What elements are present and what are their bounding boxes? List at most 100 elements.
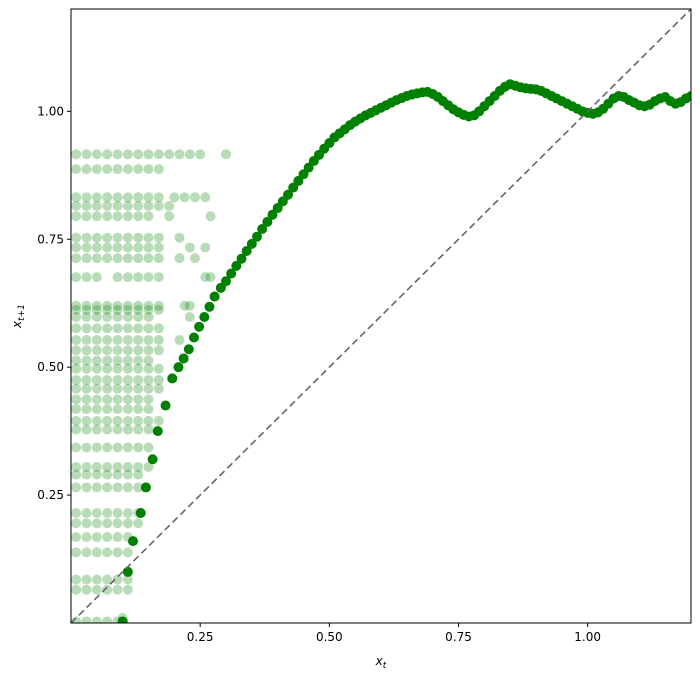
y-tick-label: 1.00: [37, 104, 64, 118]
scatter-point: [209, 291, 220, 302]
scatter-point: [112, 383, 123, 394]
scatter-point: [112, 242, 123, 253]
scatter-point: [91, 345, 102, 356]
scatter-point: [91, 507, 102, 518]
scatter-point: [128, 536, 138, 547]
scatter-point: [91, 272, 102, 283]
scatter-point: [102, 304, 113, 315]
scatter-point: [122, 149, 133, 160]
scatter-point: [112, 482, 123, 493]
scatter-point: [262, 216, 273, 227]
scatter-point: [173, 362, 184, 373]
scatter-point: [200, 192, 211, 203]
x-tick-label: 0.25: [187, 630, 214, 644]
scatter-point: [91, 253, 102, 264]
scatter-point: [102, 149, 113, 160]
scatter-point: [194, 321, 205, 332]
scatter-point: [71, 374, 82, 385]
scatter-point: [283, 189, 293, 200]
scatter-point: [71, 149, 82, 160]
y-tick-label: 0.75: [37, 232, 64, 246]
scatter-point: [143, 374, 154, 385]
scatter-point: [122, 312, 133, 323]
scatter-point: [71, 383, 82, 394]
scatter-point: [200, 242, 211, 253]
scatter-point: [81, 192, 92, 203]
y-axis-label: xt+1: [10, 304, 27, 329]
scatter-point: [178, 353, 189, 364]
scatter-point: [231, 260, 242, 271]
scatter-point: [190, 192, 200, 203]
scatter-point: [102, 469, 113, 480]
scatter-point: [91, 232, 102, 243]
scatter-point: [112, 442, 123, 453]
y-tick-label: 0.25: [37, 488, 64, 502]
scatter-point: [71, 424, 82, 435]
scatter-point: [143, 323, 154, 334]
scatter-point: [133, 482, 144, 493]
scatter-point: [91, 164, 102, 175]
scatter-point: [153, 272, 164, 283]
scatter-point: [81, 383, 92, 394]
scatter-point: [164, 211, 175, 222]
scatter-point: [112, 300, 123, 311]
scatter-point: [205, 272, 216, 283]
scatter-point: [122, 442, 133, 453]
scatter-point: [112, 461, 123, 472]
scatter-point: [143, 424, 154, 435]
scatter-point: [133, 312, 144, 323]
scatter-point: [91, 335, 102, 346]
scatter-point: [184, 149, 195, 160]
scatter-point: [71, 482, 82, 493]
scatter-point: [91, 424, 102, 435]
scatter-point: [81, 335, 92, 346]
scatter-point: [71, 584, 82, 595]
scatter-point: [122, 394, 133, 405]
scatter-point: [81, 442, 92, 453]
scatter-point: [71, 532, 82, 543]
scatter-point: [122, 415, 133, 426]
scatter-point: [133, 404, 144, 415]
scatter-point: [71, 363, 82, 374]
scatter-point: [112, 532, 123, 543]
scatter-point: [102, 616, 113, 623]
scatter-point: [153, 374, 164, 385]
scatter-point: [112, 149, 123, 160]
scatter-point: [122, 584, 133, 595]
scatter-point: [102, 345, 113, 356]
scatter-point: [91, 242, 102, 253]
scatter-point: [112, 374, 123, 385]
scatter-point: [169, 192, 180, 203]
scatter-point: [122, 482, 133, 493]
scatter-point: [122, 242, 133, 253]
scatter-point: [102, 482, 113, 493]
scatter-point: [133, 211, 144, 222]
x-axis-label: xt: [375, 654, 387, 671]
scatter-point: [91, 363, 102, 374]
scatter-point: [252, 231, 262, 242]
scatter-point: [112, 507, 123, 518]
scatter-point: [122, 345, 133, 356]
scatter-point: [143, 312, 154, 323]
scatter-point: [112, 363, 123, 374]
scatter-point: [122, 374, 133, 385]
scatter-point: [81, 461, 92, 472]
x-axis-ticks: 0.25 0.50 0.75 1.00: [187, 623, 601, 644]
scatter-point: [112, 192, 123, 203]
scatter-point: [81, 482, 92, 493]
scatter-point: [81, 394, 92, 405]
scatter-point: [81, 574, 92, 585]
scatter-point: [143, 335, 154, 346]
scatter-point: [81, 253, 92, 264]
scatter-point: [91, 482, 102, 493]
scatter-point: [91, 200, 102, 211]
scatter-point: [153, 242, 164, 253]
scatter-point: [122, 164, 133, 175]
scatter-point: [102, 424, 113, 435]
scatter-point: [71, 312, 82, 323]
scatter-point: [153, 192, 164, 203]
scatter-point: [112, 584, 123, 595]
scatter-point: [167, 373, 178, 384]
scatter-point: [112, 424, 123, 435]
